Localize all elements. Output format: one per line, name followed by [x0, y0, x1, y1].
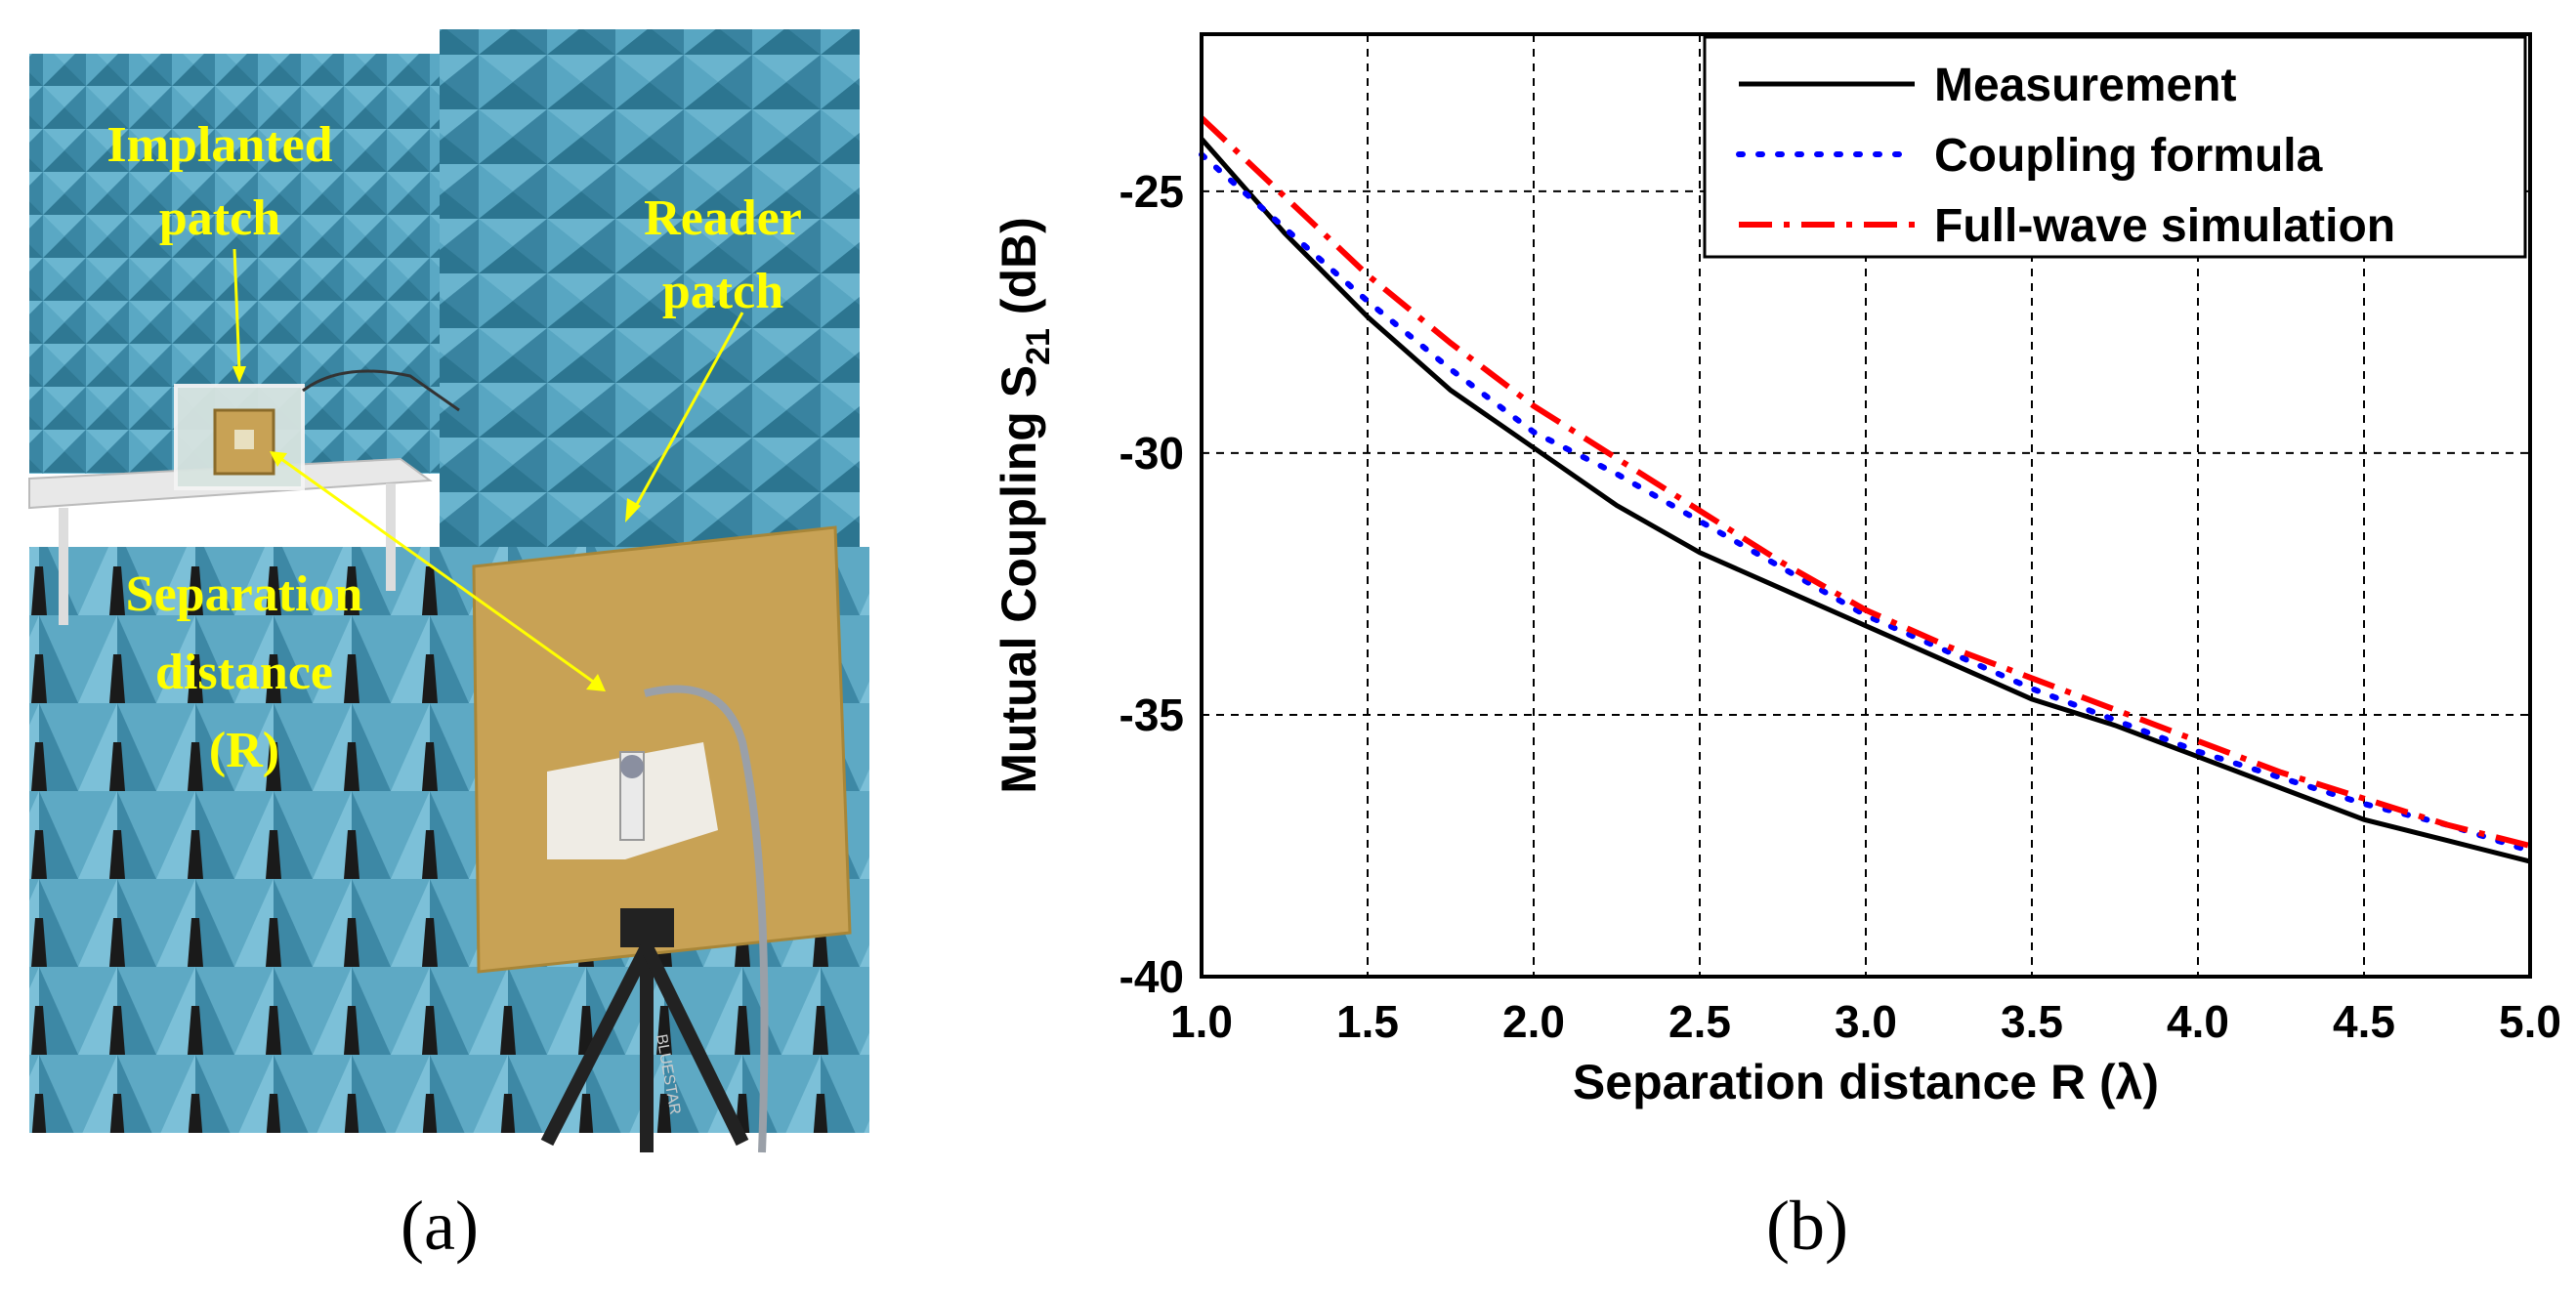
caption-a: (a): [401, 1187, 479, 1265]
x-tick-label: 4.0: [2167, 996, 2229, 1047]
reader-patch-board: [472, 525, 852, 974]
photo-panel: BLUESTAR Implanted patch Reader patch Se…: [0, 0, 879, 1172]
table-leg: [59, 508, 68, 625]
cable: [302, 369, 460, 412]
arrowhead-reader: [625, 498, 641, 522]
y-axis-label-main: Mutual Coupling S: [992, 365, 1046, 794]
mutual-coupling-chart: 1.0 1.5 2.0 2.5 3.0 3.5 4.0 4.5 5.0-40-35-30-25 …: [992, 32, 2561, 1109]
caption-b: (b): [1766, 1187, 1848, 1265]
label-reader-2: patch: [662, 264, 783, 319]
tick-labels: 1.0 1.5 2.0 2.5 3.0 3.5 4.0 4.5 5.0 -40 -35 -30 -25: [1119, 166, 2561, 1047]
label-separation-3: (R): [209, 723, 279, 778]
series-line-1: [1200, 137, 2531, 864]
series-layer: [1199, 115, 2533, 864]
grid: [1202, 34, 2530, 977]
legend-label-1: Measurement: [1934, 60, 2236, 111]
tripod-leg: [540, 943, 654, 1147]
y-tick-label: -35: [1119, 689, 1184, 740]
y-tick-label: -25: [1119, 166, 1184, 217]
implanted-patch-element: [234, 430, 254, 449]
chart-panel: 1.0 1.5 2.0 2.5 3.0 3.5 4.0 4.5 5.0 -40 -35 -30 -25 …: [879, 0, 2576, 1172]
label-implanted-1: Implanted: [106, 117, 332, 173]
x-tick-label: 2.5: [1668, 996, 1731, 1047]
label-separation-2: distance: [155, 645, 333, 700]
arrow-implanted: [232, 248, 241, 372]
y-tick-label: -40: [1119, 951, 1184, 1002]
x-axis-label: Separation distance R (λ): [1573, 1055, 2159, 1109]
arrowhead-separation-end: [586, 674, 606, 691]
y-tick-label: -30: [1119, 428, 1184, 479]
legend-label-3: Full-wave simulation: [1934, 200, 2395, 252]
arrowhead-implanted: [232, 366, 246, 383]
tripod-head: [620, 908, 674, 947]
sma-connector: [620, 755, 644, 778]
label-implanted-2: patch: [159, 190, 280, 246]
x-tick-label: 3.5: [2001, 996, 2063, 1047]
label-separation-1: Separation: [126, 566, 363, 622]
legend-box: [1703, 35, 2527, 259]
legend: Measurement Coupling formula Full-wave sim…: [1703, 35, 2527, 259]
separation-line: [280, 457, 597, 686]
x-tick-label: 1.5: [1336, 996, 1399, 1047]
x-tick-label: 4.5: [2333, 996, 2395, 1047]
legend-label-2: Coupling formula: [1934, 130, 2323, 182]
x-tick-label: 3.0: [1835, 996, 1897, 1047]
y-axis-label-unit: (dB): [992, 217, 1046, 328]
label-reader-1: Reader: [644, 190, 802, 246]
x-tick-label: 2.0: [1502, 996, 1565, 1047]
y-axis-label-subscript: 21: [1020, 328, 1057, 365]
x-tick-label: 5.0: [2499, 996, 2561, 1047]
coax-cable: [644, 685, 769, 1153]
series-line-2: [1199, 151, 2533, 855]
x-tick-label: 1.0: [1170, 996, 1233, 1047]
arrow-reader: [633, 312, 744, 509]
tripod-leg: [640, 943, 749, 1147]
arrowhead-separation-start: [270, 451, 287, 467]
anechoic-chamber-photo: BLUESTAR Implanted patch Reader patch Se…: [28, 29, 869, 1153]
series-line-3: [1199, 115, 2531, 849]
plot-frame: [1200, 32, 2532, 979]
y-axis-label: Mutual Coupling S21 (dB): [992, 217, 1057, 794]
